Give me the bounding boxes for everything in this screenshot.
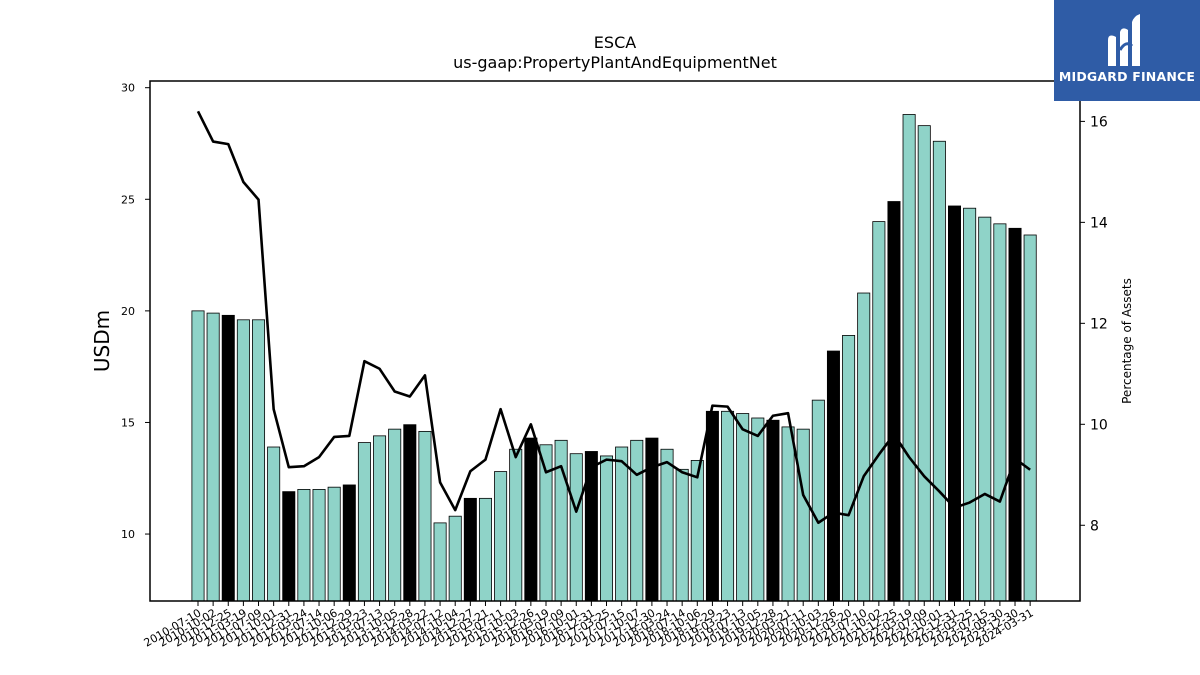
bar — [736, 413, 750, 602]
bar — [705, 410, 719, 602]
bar — [403, 424, 417, 602]
y2-tick-label: 12 — [1090, 316, 1108, 332]
bar — [615, 446, 629, 602]
bar — [963, 207, 977, 602]
bar — [978, 216, 992, 602]
bar — [872, 221, 886, 602]
percentage-line — [196, 110, 1031, 525]
y2-tick-label: 14 — [1090, 215, 1108, 231]
bar — [463, 497, 477, 602]
logo-text: MIDGARD FINANCE — [1058, 69, 1196, 84]
bar — [342, 484, 356, 602]
bar — [796, 428, 810, 602]
bar — [509, 448, 523, 602]
bar — [554, 439, 568, 602]
y2-tick-label: 16 — [1090, 114, 1108, 130]
bar — [721, 410, 735, 602]
bar — [418, 430, 432, 602]
bar — [1023, 234, 1037, 602]
line-group — [196, 110, 1031, 525]
bar — [373, 435, 387, 602]
y-tick-label: 15 — [121, 416, 135, 429]
bar — [826, 350, 840, 602]
bars-group — [191, 114, 1037, 602]
bar — [584, 451, 598, 602]
y2-tick-label: 8 — [1090, 518, 1099, 534]
bar — [842, 335, 856, 602]
bar — [282, 491, 296, 602]
bar — [357, 442, 371, 602]
y-tick-label: 30 — [121, 82, 135, 95]
bar — [751, 417, 765, 602]
bar — [388, 428, 402, 602]
bar — [630, 439, 644, 602]
bar — [857, 292, 871, 602]
bar — [948, 205, 962, 602]
bar — [811, 399, 825, 602]
chart-subtitle: us-gaap:PropertyPlantAndEquipmentNet — [453, 53, 777, 72]
bar — [206, 312, 220, 602]
bar — [902, 114, 916, 602]
bar — [932, 140, 946, 602]
y-tick-label: 10 — [121, 528, 135, 541]
y2-tick-label: 10 — [1090, 417, 1108, 433]
bar — [660, 448, 674, 602]
plot-frame — [149, 80, 1081, 602]
left-axis: 10 15 20 25 30 — [121, 82, 150, 541]
right-axis: 8 10 12 14 16 — [1080, 114, 1108, 534]
bar — [1008, 227, 1022, 602]
bar — [327, 486, 341, 602]
bar — [675, 468, 689, 602]
bar — [312, 489, 326, 602]
bar — [297, 489, 311, 602]
chart-title: ESCA — [594, 33, 636, 52]
y-axis-label: USDm — [90, 310, 114, 372]
bar — [600, 455, 614, 602]
bar — [887, 201, 901, 602]
bar — [236, 319, 250, 602]
bar — [993, 223, 1007, 602]
bar — [433, 522, 447, 602]
x-axis: 2010-07-102010-10-022010-12-252011-03-19… — [142, 601, 1036, 650]
bar — [267, 446, 281, 602]
bar — [252, 319, 266, 602]
bar — [690, 459, 704, 602]
y-tick-label: 20 — [121, 305, 135, 318]
bar — [448, 515, 462, 602]
bar — [494, 471, 508, 602]
bar — [766, 419, 780, 602]
logo: MIDGARD FINANCE — [1054, 0, 1200, 101]
midgard-logo-icon — [1108, 14, 1140, 66]
bar — [917, 125, 931, 602]
bar — [524, 437, 538, 602]
y2-axis-label: Percentage of Assets — [1120, 278, 1134, 404]
bar — [191, 310, 205, 602]
bar — [569, 453, 583, 602]
bar — [645, 437, 659, 602]
y-tick-label: 25 — [121, 193, 135, 206]
bar — [781, 426, 795, 602]
bar — [221, 314, 235, 602]
bar — [478, 497, 492, 602]
